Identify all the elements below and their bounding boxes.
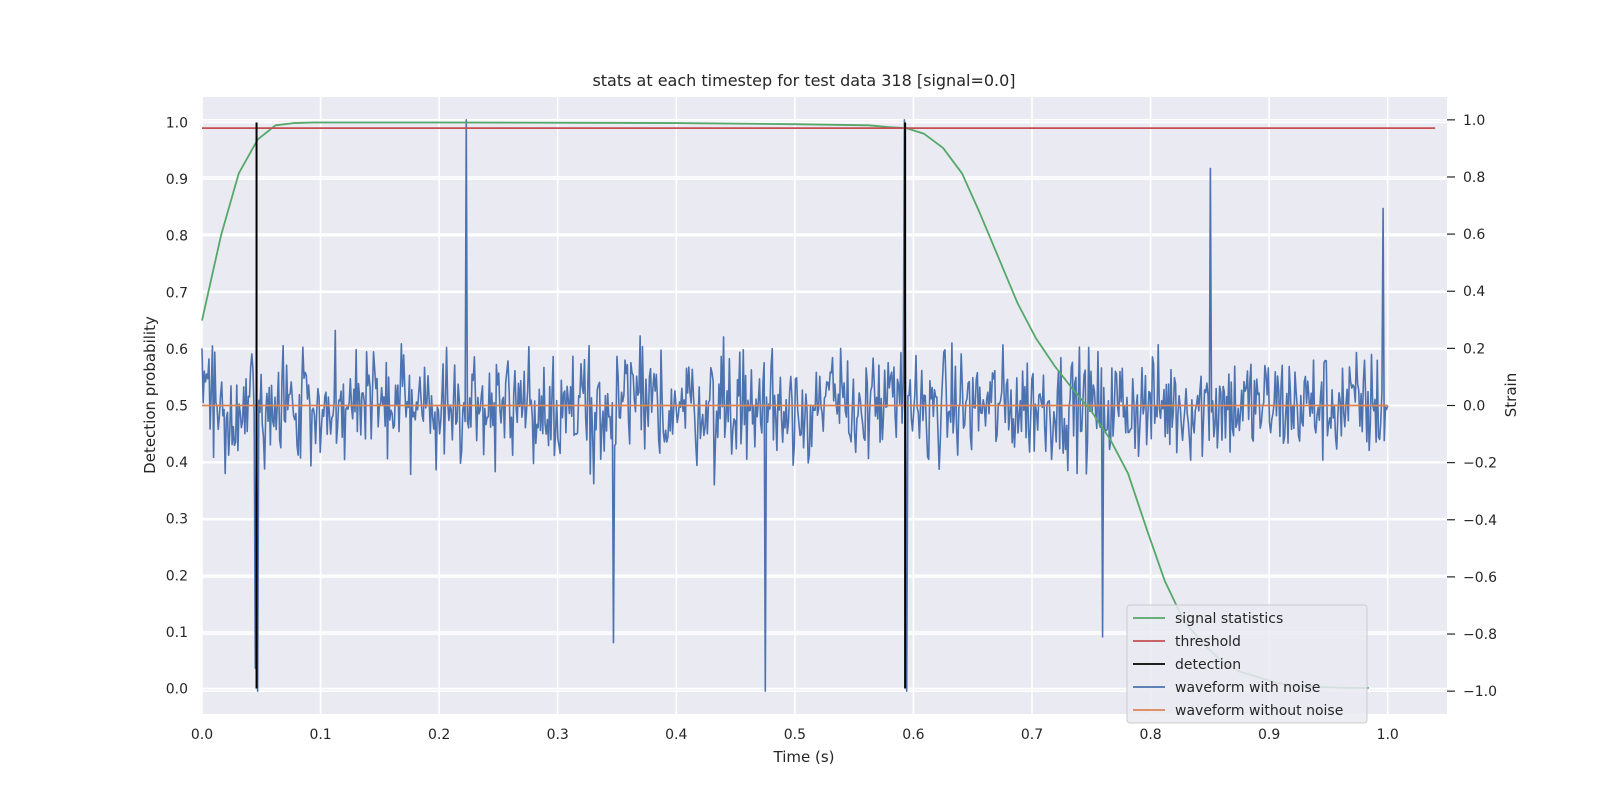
legend-label: detection	[1175, 657, 1241, 673]
y-left-tick-label: 0.9	[166, 172, 188, 188]
x-tick-label: 1.0	[1377, 727, 1399, 743]
x-tick-label: 0.7	[1021, 727, 1043, 743]
y-right-tick-label: −1.0	[1463, 684, 1497, 700]
x-tick-label: 0.1	[309, 727, 331, 743]
x-tick-label: 0.6	[902, 727, 924, 743]
x-tick-label: 0.2	[428, 727, 450, 743]
y-left-tick-label: 0.5	[166, 399, 188, 415]
x-tick-label: 0.4	[665, 727, 687, 743]
y-right-tick-label: −0.4	[1463, 513, 1497, 529]
y-left-tick-label: 0.8	[166, 229, 188, 245]
bottom-axis-ticks: 0.0 0.1 0.2 0.3 0.4 0.5 0.6 0.7 0.8 0.9 1.0	[191, 727, 1399, 743]
y-left-tick-label: 0.0	[166, 682, 188, 698]
y-right-tick-label: −0.6	[1463, 570, 1497, 586]
y-left-tick-label: 0.6	[166, 342, 188, 358]
y-axis-right-title: Strain	[1502, 373, 1520, 417]
y-left-tick-label: 0.4	[166, 455, 188, 471]
legend-box	[1126, 604, 1368, 724]
y-right-tick-label: 0.0	[1463, 399, 1485, 415]
x-tick-label: 0.3	[547, 727, 569, 743]
y-right-tick-label: 0.2	[1463, 341, 1485, 357]
y-left-tick-label: 0.2	[166, 568, 188, 584]
y-left-tick-label: 0.7	[166, 285, 188, 301]
legend-label: signal statistics	[1175, 611, 1283, 627]
legend: signal statistics threshold detection wavef…	[1126, 604, 1368, 724]
y-right-tick-label: −0.2	[1463, 456, 1497, 472]
right-axis-ticks: −1.0 −0.8 −0.6 −0.4 −0.2 0.0 0.2 0.4 0.6 0.8 1.0	[1447, 113, 1497, 700]
x-axis-title: Time (s)	[773, 748, 835, 766]
y-axis-left-title: Detection probability	[141, 316, 159, 474]
x-tick-label: 0.0	[191, 727, 213, 743]
y-right-tick-label: 0.6	[1463, 227, 1485, 243]
series-line-waveform-with-noise	[201, 119, 1389, 692]
y-left-tick-label: 0.3	[166, 512, 188, 528]
y-right-tick-label: 0.8	[1463, 170, 1485, 186]
legend-label: waveform with noise	[1175, 680, 1320, 696]
left-axis-ticks: 0.0 0.1 0.2 0.3 0.4 0.5 0.6 0.7 0.8 0.9 1.0	[166, 115, 188, 697]
y-right-tick-label: 1.0	[1463, 113, 1485, 129]
legend-label: threshold	[1175, 634, 1241, 650]
y-right-tick-label: 0.4	[1463, 284, 1485, 300]
x-tick-label: 0.8	[1139, 727, 1161, 743]
legend-label: waveform without noise	[1175, 703, 1343, 719]
x-tick-label: 0.5	[784, 727, 806, 743]
chart-title: stats at each timestep for test data 318…	[592, 71, 1015, 90]
y-left-tick-label: 0.1	[166, 625, 188, 641]
x-tick-label: 0.9	[1258, 727, 1280, 743]
y-right-tick-label: −0.8	[1463, 627, 1497, 643]
y-left-tick-label: 1.0	[166, 115, 188, 131]
